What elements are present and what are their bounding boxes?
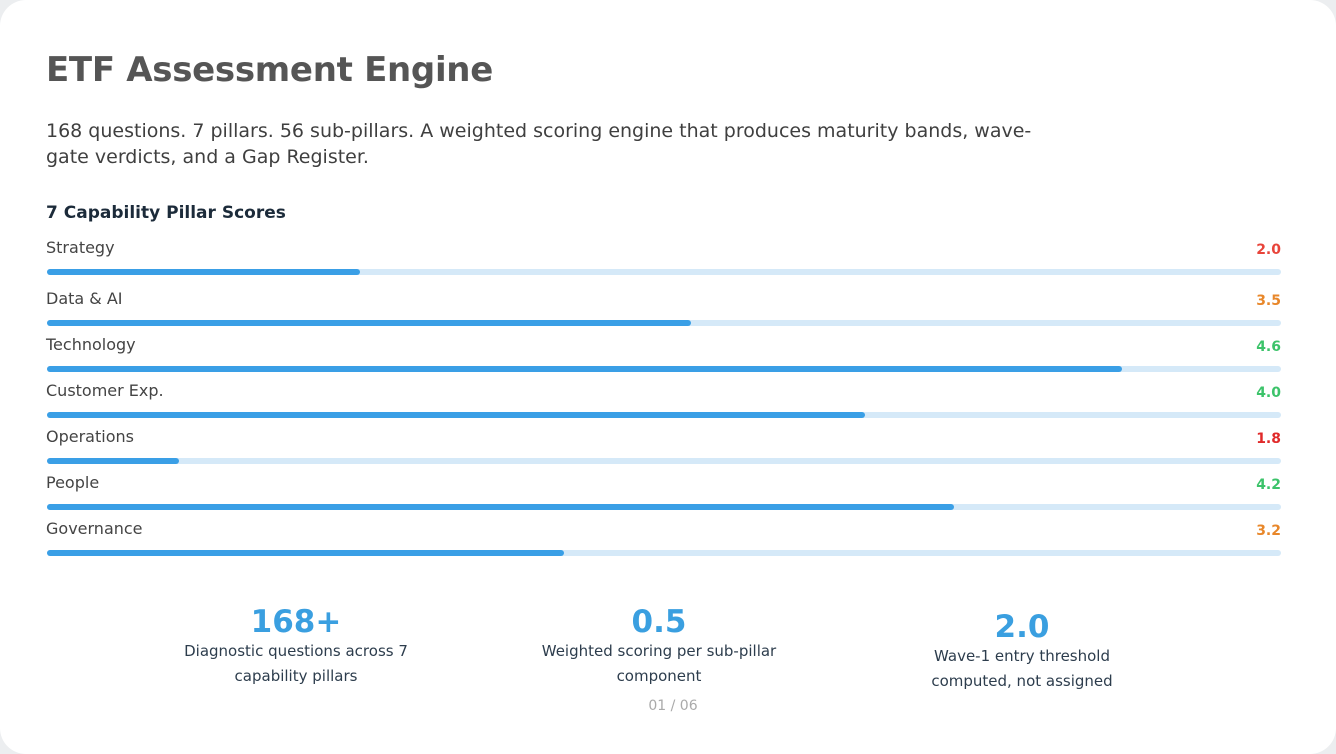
stat-description: Diagnostic questions across 7 — [184, 642, 408, 660]
stat-description: Weighted scoring per sub-pillar — [541, 642, 777, 660]
bar-track — [47, 320, 1281, 326]
bar-track — [47, 550, 1281, 556]
pillar-score: 3.5 — [1256, 293, 1281, 309]
section-title: 7 Capability Pillar Scores — [46, 203, 286, 223]
pillar-score: 4.0 — [1256, 385, 1281, 401]
bar-track — [47, 412, 1281, 418]
stat-value: 2.0 — [994, 609, 1050, 645]
stat-value: 0.5 — [631, 604, 687, 640]
bar-fill — [47, 320, 692, 326]
bar-track — [47, 458, 1281, 464]
page-indicator: 01 / 06 — [648, 698, 698, 714]
bar-track — [47, 366, 1281, 372]
pillar-name: People — [46, 473, 100, 492]
stat-description: component — [616, 667, 702, 685]
pillar-name: Technology — [46, 335, 136, 354]
pillar-score: 4.6 — [1256, 339, 1281, 355]
pillar-score: 4.2 — [1256, 477, 1281, 493]
bar-fill — [47, 412, 866, 418]
pillar-name: Customer Exp. — [46, 381, 164, 400]
bar-fill — [47, 366, 1122, 372]
subtitle: 168 questions. 7 pillars. 56 sub-pillars… — [46, 120, 1032, 168]
pillar-name: Governance — [46, 519, 143, 538]
pillar-name: Operations — [46, 427, 134, 446]
bar-track — [47, 269, 1281, 275]
bar-fill — [47, 458, 180, 464]
bar-track — [47, 504, 1281, 510]
pillar-name: Strategy — [46, 238, 115, 257]
stat-description: capability pillars — [234, 667, 358, 685]
bar-fill — [47, 269, 361, 275]
bar-fill — [47, 550, 565, 556]
stat-description: computed, not assigned — [931, 672, 1113, 690]
bar-fill — [47, 504, 954, 510]
pillar-score: 3.2 — [1256, 523, 1281, 539]
stat-value: 168+ — [250, 604, 342, 640]
stat-description: Wave-1 entry threshold — [934, 647, 1110, 665]
pillar-name: Data & AI — [46, 289, 123, 308]
title: ETF Assessment Engine — [46, 50, 493, 90]
pillar-score: 1.8 — [1256, 431, 1281, 447]
pillar-score: 2.0 — [1256, 242, 1281, 258]
